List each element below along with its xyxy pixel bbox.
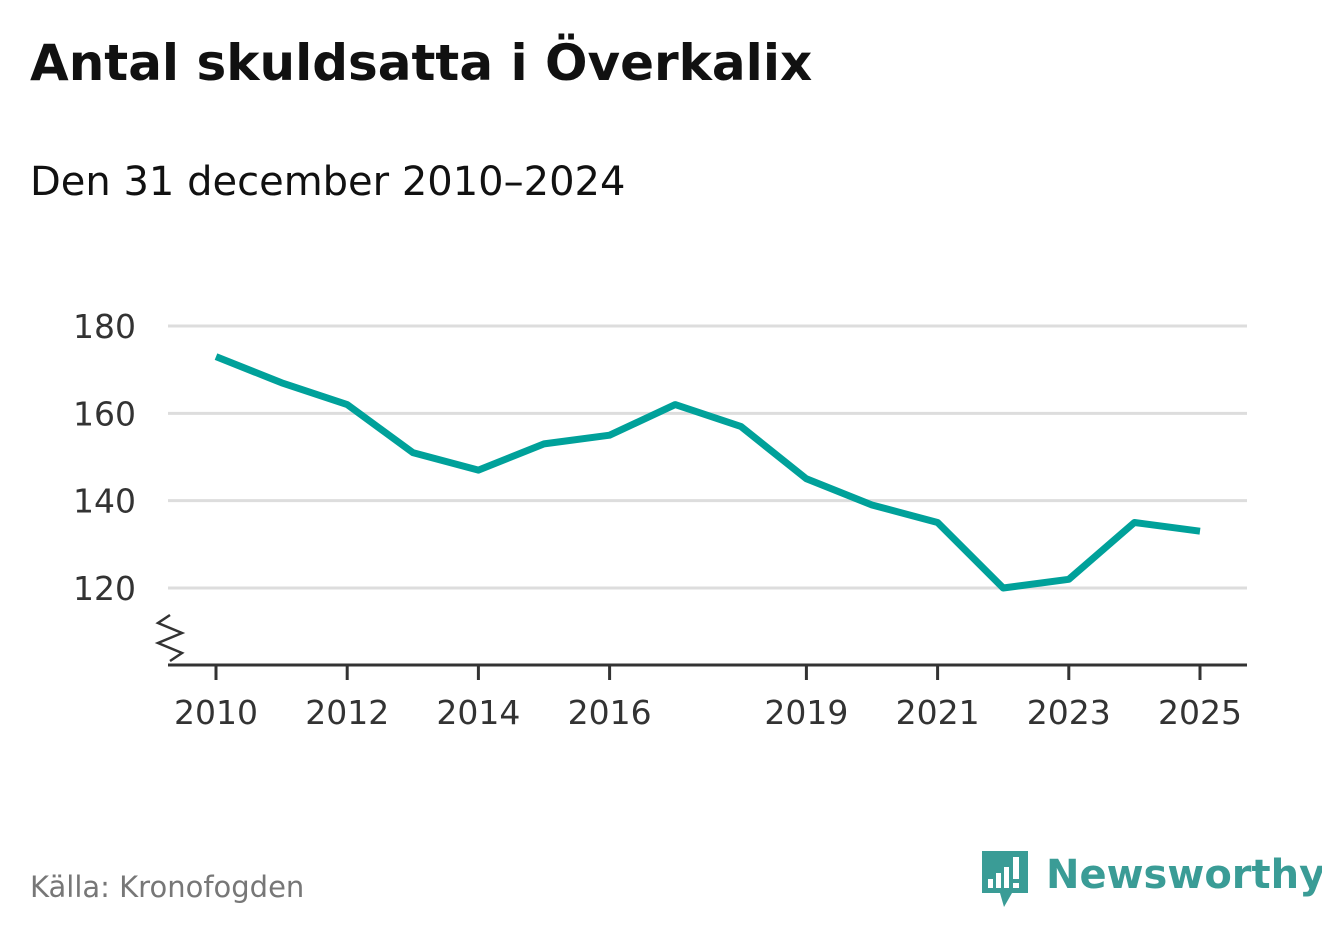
- data-point: [803, 475, 810, 482]
- data-point: [1131, 519, 1138, 526]
- axes: 180 160 140 120 2010 2012 2014 2016 2019 2021 2023…: [73, 307, 1247, 732]
- series-line: [214, 353, 1201, 592]
- y-tick-label: 160: [73, 394, 136, 433]
- x-tick-label: 2014: [436, 693, 520, 732]
- data-point: [934, 519, 941, 526]
- y-tick-label: 120: [73, 569, 136, 608]
- x-tick-label: 2021: [896, 693, 980, 732]
- x-tick-label: 2025: [1158, 693, 1242, 732]
- data-point: [606, 432, 613, 439]
- data-point: [213, 353, 220, 360]
- axis-break-icon: [154, 613, 186, 663]
- data-point: [672, 401, 679, 408]
- data-point: [278, 379, 285, 386]
- gridlines: [168, 324, 1247, 590]
- data-point: [1000, 585, 1007, 592]
- data-point: [541, 440, 548, 447]
- source-note: Källa: Kronofogden: [30, 870, 305, 904]
- x-tick-label: 2016: [568, 693, 652, 732]
- data-point: [344, 401, 351, 408]
- data-point: [869, 502, 876, 509]
- data-point: [475, 467, 482, 474]
- data-point: [1065, 576, 1072, 583]
- brand-name: Newsworthy: [1046, 852, 1322, 898]
- data-point: [409, 449, 416, 456]
- x-tick-label: 2012: [305, 693, 389, 732]
- data-point: [1197, 528, 1204, 535]
- brand-logo: Newsworthy: [980, 848, 1322, 912]
- x-tick-label: 2019: [764, 693, 848, 732]
- y-tick-label: 180: [73, 307, 136, 346]
- chart-title: Antal skuldsatta i Överkalix: [30, 34, 813, 92]
- y-tick-label: 140: [73, 482, 136, 521]
- x-tick-label: 2023: [1027, 693, 1111, 732]
- newsworthy-logo-icon: [982, 851, 1028, 907]
- data-point: [737, 423, 744, 430]
- chart-subtitle: Den 31 december 2010–2024: [30, 159, 626, 205]
- series-layer: [213, 353, 1204, 592]
- x-tick-label: 2010: [174, 693, 258, 732]
